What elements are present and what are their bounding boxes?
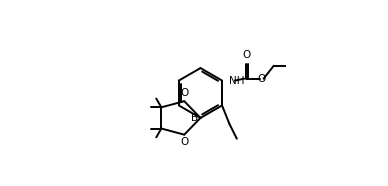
Text: O: O [180, 137, 189, 147]
Text: B: B [191, 113, 198, 123]
Text: NH: NH [229, 76, 244, 86]
Text: O: O [180, 88, 189, 98]
Text: O: O [258, 74, 266, 84]
Text: O: O [242, 50, 250, 60]
